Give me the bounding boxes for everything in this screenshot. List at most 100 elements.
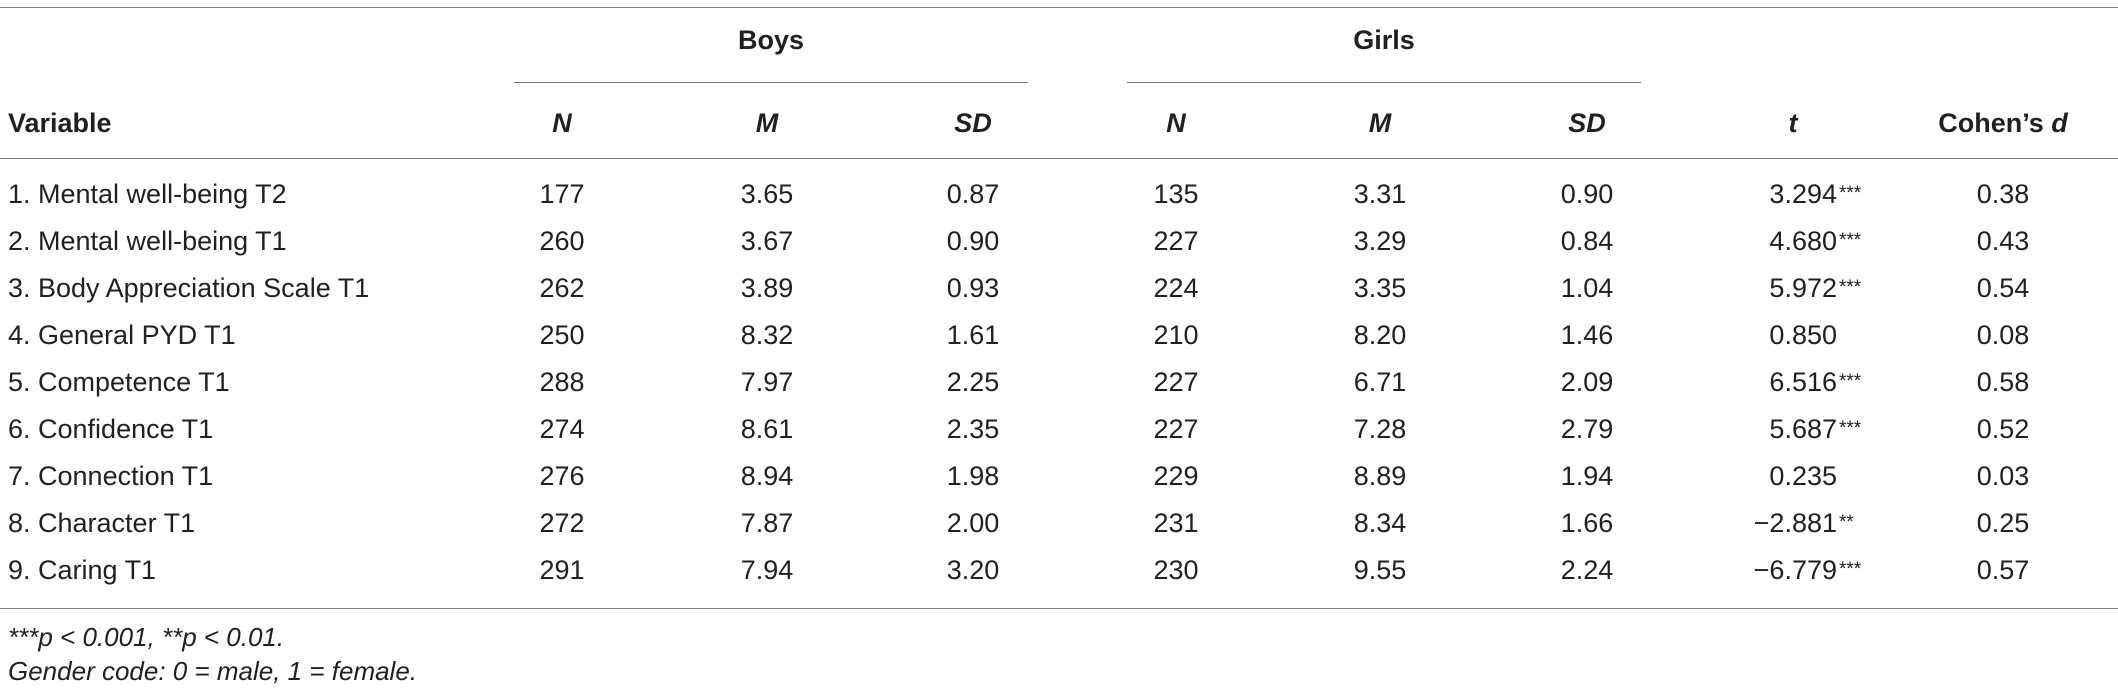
- cell-t: 6.516: [1769, 366, 1837, 398]
- cell-boys-m: 7.97: [740, 367, 794, 397]
- cell-girls-m: 6.71: [1353, 367, 1407, 397]
- cell-girls-n: 224: [1153, 273, 1199, 303]
- significance-marker: ***: [1839, 418, 1862, 439]
- cell-t: −6.779: [1754, 554, 1837, 586]
- cell-variable: 3. Body Appreciation Scale T1: [8, 273, 370, 303]
- cell-girls-m: 3.29: [1353, 226, 1407, 256]
- cell-t: 0.850: [1769, 319, 1837, 351]
- cell-girls-n: 231: [1153, 508, 1199, 538]
- cell-girls-sd: 0.84: [1560, 226, 1614, 256]
- cell-t: 0.235: [1769, 460, 1837, 492]
- cell-boys-n: 276: [539, 461, 585, 491]
- cell-boys-n: 288: [539, 367, 585, 397]
- cell-variable: 8. Character T1: [8, 508, 196, 538]
- t-significance-stars: ***: [1838, 366, 1861, 403]
- t-significance-stars: ***: [1838, 554, 1861, 591]
- cell-boys-sd: 0.93: [946, 273, 1000, 303]
- cell-girls-n: 230: [1153, 555, 1199, 585]
- cell-boys-n: 177: [539, 179, 585, 209]
- cell-girls-n: 227: [1153, 226, 1199, 256]
- cohens-d-label: Cohen’s: [1938, 108, 2052, 138]
- cell-boys-m: 8.61: [740, 414, 794, 444]
- t-value: 4.680: [1769, 226, 1837, 256]
- cell-boys-m: 3.67: [740, 226, 794, 256]
- cell-cohens-d: 0.43: [1976, 226, 2030, 256]
- significance-marker: ***: [1839, 371, 1862, 392]
- cell-cohens-d: 0.52: [1976, 414, 2030, 444]
- cell-girls-m: 9.55: [1353, 555, 1407, 585]
- cell-t: 4.680: [1769, 225, 1837, 257]
- cell-girls-m: 8.20: [1353, 320, 1407, 350]
- cell-boys-m: 8.94: [740, 461, 794, 491]
- cell-boys-sd: 0.90: [946, 226, 1000, 256]
- t-value: 0.850: [1769, 320, 1837, 350]
- cell-cohens-d: 0.38: [1976, 179, 2030, 209]
- column-header-boys-n: N: [552, 108, 572, 138]
- cell-boys-m: 7.94: [740, 555, 794, 585]
- cell-girls-m: 3.35: [1353, 273, 1407, 303]
- cell-cohens-d: 0.08: [1976, 320, 2030, 350]
- cell-boys-m: 3.89: [740, 273, 794, 303]
- cell-girls-m: 7.28: [1353, 414, 1407, 444]
- t-value: 0.235: [1769, 461, 1837, 491]
- t-value: −2.881: [1753, 508, 1837, 538]
- header-bottom-rule: [0, 158, 2118, 159]
- t-significance-stars: ***: [1838, 272, 1861, 309]
- t-significance-stars: ***: [1838, 413, 1861, 450]
- table-top-rule: [0, 7, 2118, 8]
- cell-variable: 9. Caring T1: [8, 555, 157, 585]
- cell-boys-n: 260: [539, 226, 585, 256]
- significance-marker: **: [1839, 512, 1854, 533]
- cell-boys-sd: 1.98: [946, 461, 1000, 491]
- column-header-boys-m: M: [755, 108, 779, 138]
- t-significance-stars: [1838, 460, 1839, 497]
- cell-variable: 5. Competence T1: [8, 367, 230, 397]
- cell-boys-n: 291: [539, 555, 585, 585]
- column-header-girls-n: N: [1166, 108, 1186, 138]
- cell-girls-sd: 0.90: [1560, 179, 1614, 209]
- t-value: 3.294: [1769, 179, 1837, 209]
- cell-boys-m: 7.87: [740, 508, 794, 538]
- column-header-girls-sd: SD: [1568, 108, 1606, 138]
- cell-boys-sd: 1.61: [946, 320, 1000, 350]
- cell-boys-n: 262: [539, 273, 585, 303]
- t-value: 5.687: [1769, 414, 1837, 444]
- boys-group-rule: [514, 82, 1028, 83]
- t-value: −6.779: [1753, 555, 1837, 585]
- cell-girls-n: 227: [1153, 414, 1199, 444]
- cell-cohens-d: 0.25: [1976, 508, 2030, 538]
- cell-variable: 2. Mental well-being T1: [8, 226, 287, 256]
- cell-cohens-d: 0.03: [1976, 461, 2030, 491]
- t-significance-stars: **: [1838, 507, 1854, 544]
- cell-variable: 1. Mental well-being T2: [8, 179, 287, 209]
- gender-code-note: Gender code: 0 = male, 1 = female.: [8, 656, 418, 686]
- t-significance-stars: [1838, 319, 1839, 356]
- significance-marker: ***: [1839, 559, 1862, 580]
- cell-boys-m: 8.32: [740, 320, 794, 350]
- significance-note: ***p < 0.001, **p < 0.01.: [8, 622, 285, 652]
- cell-boys-sd: 0.87: [946, 179, 1000, 209]
- cell-cohens-d: 0.58: [1976, 367, 2030, 397]
- cell-boys-sd: 2.25: [946, 367, 1000, 397]
- cell-girls-m: 3.31: [1353, 179, 1407, 209]
- significance-marker: ***: [1839, 277, 1862, 298]
- girls-group-rule: [1127, 82, 1641, 83]
- cell-boys-n: 274: [539, 414, 585, 444]
- cell-girls-sd: 1.46: [1560, 320, 1614, 350]
- table-bottom-rule: [0, 608, 2118, 609]
- t-significance-stars: ***: [1838, 178, 1861, 215]
- cell-girls-m: 8.89: [1353, 461, 1407, 491]
- column-header-boys-sd: SD: [954, 108, 992, 138]
- t-value: 6.516: [1769, 367, 1837, 397]
- cell-boys-n: 250: [539, 320, 585, 350]
- column-header-cohens-d: Cohen’s d: [1938, 107, 2068, 139]
- significance-marker: ***: [1839, 230, 1862, 251]
- cell-girls-n: 229: [1153, 461, 1199, 491]
- cell-boys-m: 3.65: [740, 179, 794, 209]
- t-significance-stars: ***: [1838, 225, 1861, 262]
- cell-t: −2.881: [1754, 507, 1837, 539]
- cell-variable: 7. Connection T1: [8, 461, 214, 491]
- cell-girls-sd: 2.09: [1560, 367, 1614, 397]
- cell-girls-sd: 1.04: [1560, 273, 1614, 303]
